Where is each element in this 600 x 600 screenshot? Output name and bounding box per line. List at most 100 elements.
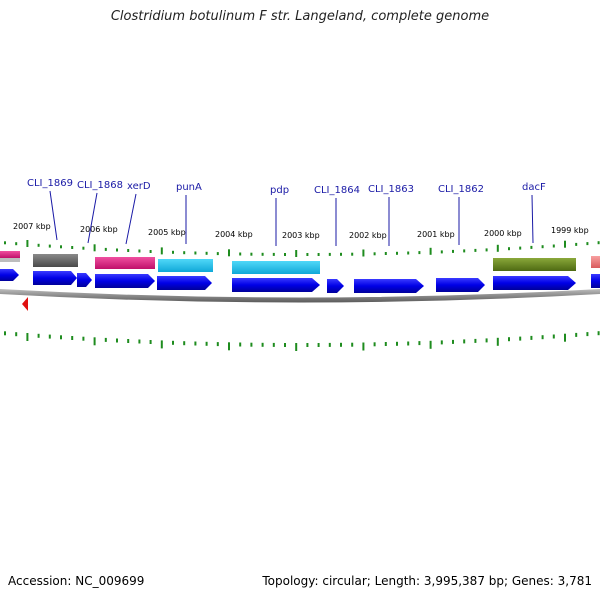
scale-tick [172,250,174,254]
scale-tick [362,342,365,351]
scale-label: 2005 kbp [148,228,186,237]
scale-tick [340,342,342,347]
scale-tick [194,341,197,346]
scale-tick [194,251,197,255]
scale-tick [429,340,432,349]
gene-label[interactable]: CLI_1868 [77,180,123,191]
scale-tick [60,245,62,249]
scale-tick [205,341,208,346]
scale-tick [597,331,600,336]
scale-tick [552,244,555,248]
feature-block-pink-left[interactable] [0,251,20,258]
scale-tick [530,245,533,249]
scale-tick [104,247,107,251]
scale-tick [183,251,186,255]
scale-tick [463,249,466,253]
gene-label[interactable]: xerD [127,181,151,192]
scale-tick [272,342,275,347]
scale-tick [71,246,74,249]
gene-label[interactable]: dacF [522,182,546,193]
scale-tick [26,333,29,341]
feature-block-cyan-2[interactable] [232,261,320,274]
scale-tick [116,248,118,252]
feature-track-outer [0,251,600,274]
cds-arrow[interactable] [327,279,344,293]
scale-tick [485,338,488,343]
cds-arrow[interactable] [591,274,600,288]
scale-tick [452,249,454,253]
gene-label[interactable]: CLI_1863 [368,184,414,195]
scale-tick [418,341,421,346]
feature-block-magenta[interactable] [95,257,155,269]
scale-tick [216,342,219,347]
scale-tick [82,246,85,250]
feature-block-cyan-1[interactable] [158,259,213,272]
gene-label-leader [125,193,137,245]
cds-arrow[interactable] [232,278,320,292]
scale-tick [71,336,74,340]
scale-tick [508,337,510,342]
cds-arrow[interactable] [0,269,19,281]
cds-arrow[interactable] [436,278,485,292]
cds-arrow[interactable] [493,276,576,290]
scale-tick [239,252,242,256]
feature-block-pink-right[interactable] [591,256,600,268]
scale-label: 2003 kbp [282,231,320,240]
genome-summary: Topology: circular; Length: 3,995,387 bp… [262,574,592,588]
gene-label[interactable]: CLI_1864 [314,185,360,196]
scale-label: 2004 kbp [215,230,253,239]
accession-label: Accession: NC_009699 [8,574,145,588]
scale-tick [93,337,96,346]
scale-tick [351,342,354,347]
scale-tick [48,244,51,248]
scale-label: 1999 kbp [551,226,589,235]
gene-label[interactable]: pdp [270,185,289,196]
scale-tick [586,332,589,337]
cds-arrow[interactable] [95,274,155,288]
scale-tick [384,252,387,255]
scale-ticks-inner [4,331,600,351]
scale-tick [205,251,208,255]
scale-tick [295,343,298,351]
scale-tick [284,253,286,256]
feature-block-gray[interactable] [33,254,78,267]
scale-tick [138,249,141,253]
scale-tick [373,252,376,256]
scale-tick [384,342,387,346]
feature-block-olive[interactable] [493,258,576,271]
scale-tick [284,343,286,347]
scale-tick [216,252,219,256]
scale-tick [272,252,275,256]
scale-tick [541,335,544,340]
scale-tick [4,331,6,336]
scale-label: 2002 kbp [349,231,387,240]
scale-tick [508,247,510,251]
gene-label[interactable]: punA [176,182,202,193]
scale-tick [564,333,566,342]
scale-tick [104,337,107,342]
scale-tick [48,334,51,339]
origin-marker[interactable] [22,297,28,311]
scale-tick [575,332,578,337]
cds-arrow[interactable] [157,276,212,290]
scale-tick [250,252,253,256]
scale-tick [4,241,6,245]
scale-tick [228,249,230,257]
scale-tick [597,241,600,245]
scale-tick [93,244,96,252]
scale-tick [328,342,331,347]
gene-label[interactable]: CLI_1862 [438,184,484,195]
gene-label[interactable]: CLI_1869 [27,178,73,189]
cds-arrow[interactable] [33,271,77,285]
scale-tick [440,340,443,345]
scale-tick [15,242,18,246]
scale-tick [306,343,309,347]
scale-labels: 2007 kbp 2006 kbp 2005 kbp 2004 kbp 2003 kbp… [13,222,589,240]
cds-arrow[interactable] [77,273,92,287]
gene-label-leader [49,190,58,241]
scale-tick [127,339,130,343]
scale-tick [160,340,163,349]
cds-arrow[interactable] [354,279,424,293]
